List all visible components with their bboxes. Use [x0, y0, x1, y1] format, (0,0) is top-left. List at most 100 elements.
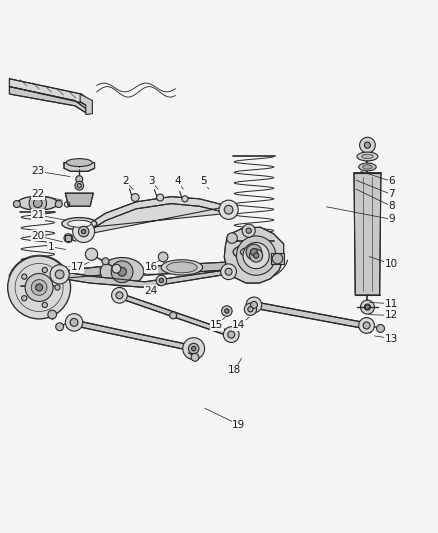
- Circle shape: [131, 193, 139, 201]
- Circle shape: [246, 244, 262, 260]
- Text: 5: 5: [201, 176, 207, 187]
- Circle shape: [221, 264, 237, 280]
- Ellipse shape: [67, 220, 91, 227]
- Circle shape: [102, 258, 109, 265]
- Circle shape: [77, 183, 81, 188]
- Circle shape: [64, 234, 73, 243]
- Circle shape: [251, 248, 258, 256]
- Polygon shape: [272, 253, 284, 264]
- Circle shape: [243, 243, 269, 269]
- Circle shape: [158, 252, 168, 262]
- Text: 4: 4: [174, 176, 181, 187]
- Ellipse shape: [161, 260, 203, 275]
- Circle shape: [224, 205, 233, 214]
- Circle shape: [116, 292, 123, 299]
- Ellipse shape: [66, 159, 92, 166]
- Text: 11: 11: [385, 298, 398, 309]
- Text: 2: 2: [122, 176, 128, 187]
- Circle shape: [365, 305, 370, 309]
- Ellipse shape: [359, 163, 376, 171]
- Circle shape: [42, 302, 47, 308]
- Text: 22: 22: [31, 189, 44, 199]
- Circle shape: [13, 200, 20, 207]
- Circle shape: [237, 236, 276, 275]
- Text: 1: 1: [48, 242, 54, 252]
- Circle shape: [182, 196, 188, 202]
- Circle shape: [56, 323, 64, 330]
- Text: 17: 17: [71, 262, 84, 272]
- Text: 13: 13: [385, 334, 398, 344]
- Text: 10: 10: [385, 260, 398, 269]
- Circle shape: [272, 253, 283, 264]
- Circle shape: [191, 346, 196, 351]
- Circle shape: [35, 284, 42, 291]
- Text: 3: 3: [148, 176, 155, 187]
- Circle shape: [48, 310, 57, 319]
- Text: 12: 12: [385, 310, 398, 320]
- Polygon shape: [119, 293, 232, 337]
- Ellipse shape: [100, 257, 144, 286]
- Polygon shape: [83, 197, 229, 235]
- Ellipse shape: [166, 262, 197, 273]
- Circle shape: [250, 249, 263, 262]
- Circle shape: [227, 233, 237, 244]
- Text: 23: 23: [31, 166, 44, 176]
- Polygon shape: [57, 270, 234, 287]
- Circle shape: [111, 261, 133, 282]
- Circle shape: [73, 221, 95, 243]
- Text: 9: 9: [388, 214, 395, 224]
- Text: 24: 24: [145, 286, 158, 295]
- Circle shape: [377, 325, 385, 333]
- Circle shape: [225, 309, 229, 313]
- Circle shape: [364, 142, 371, 148]
- Circle shape: [183, 338, 205, 359]
- Circle shape: [8, 256, 71, 319]
- Ellipse shape: [357, 152, 378, 161]
- Circle shape: [33, 199, 42, 207]
- Text: 18: 18: [228, 366, 241, 375]
- Circle shape: [70, 318, 78, 326]
- Circle shape: [254, 253, 259, 258]
- Circle shape: [55, 270, 64, 279]
- Circle shape: [159, 278, 163, 282]
- Text: 19: 19: [232, 419, 245, 430]
- Text: 7: 7: [388, 189, 395, 199]
- Circle shape: [81, 229, 86, 234]
- Text: 16: 16: [145, 262, 158, 272]
- Circle shape: [65, 313, 83, 331]
- Circle shape: [29, 195, 46, 212]
- Circle shape: [242, 224, 255, 237]
- Circle shape: [156, 275, 166, 286]
- Circle shape: [112, 287, 127, 303]
- Circle shape: [75, 181, 84, 190]
- Polygon shape: [65, 193, 93, 206]
- Circle shape: [364, 304, 371, 310]
- Circle shape: [25, 273, 53, 302]
- Polygon shape: [10, 79, 92, 109]
- Polygon shape: [65, 235, 71, 241]
- Circle shape: [248, 306, 253, 312]
- Ellipse shape: [363, 165, 372, 169]
- Circle shape: [360, 138, 375, 153]
- Circle shape: [225, 268, 232, 275]
- Circle shape: [55, 200, 62, 207]
- Circle shape: [118, 268, 127, 276]
- Circle shape: [170, 312, 177, 319]
- Text: 15: 15: [210, 320, 223, 330]
- Ellipse shape: [240, 247, 268, 257]
- Text: 21: 21: [31, 210, 44, 220]
- Circle shape: [219, 200, 238, 220]
- Circle shape: [246, 297, 262, 313]
- Polygon shape: [354, 173, 381, 295]
- Circle shape: [21, 296, 27, 301]
- Circle shape: [360, 300, 374, 314]
- Circle shape: [21, 274, 27, 279]
- Text: 6: 6: [388, 176, 395, 187]
- Polygon shape: [80, 94, 92, 115]
- Text: 14: 14: [232, 320, 245, 330]
- Circle shape: [363, 322, 370, 329]
- Circle shape: [42, 268, 47, 273]
- Circle shape: [359, 318, 374, 333]
- Circle shape: [251, 302, 258, 309]
- Polygon shape: [73, 320, 195, 352]
